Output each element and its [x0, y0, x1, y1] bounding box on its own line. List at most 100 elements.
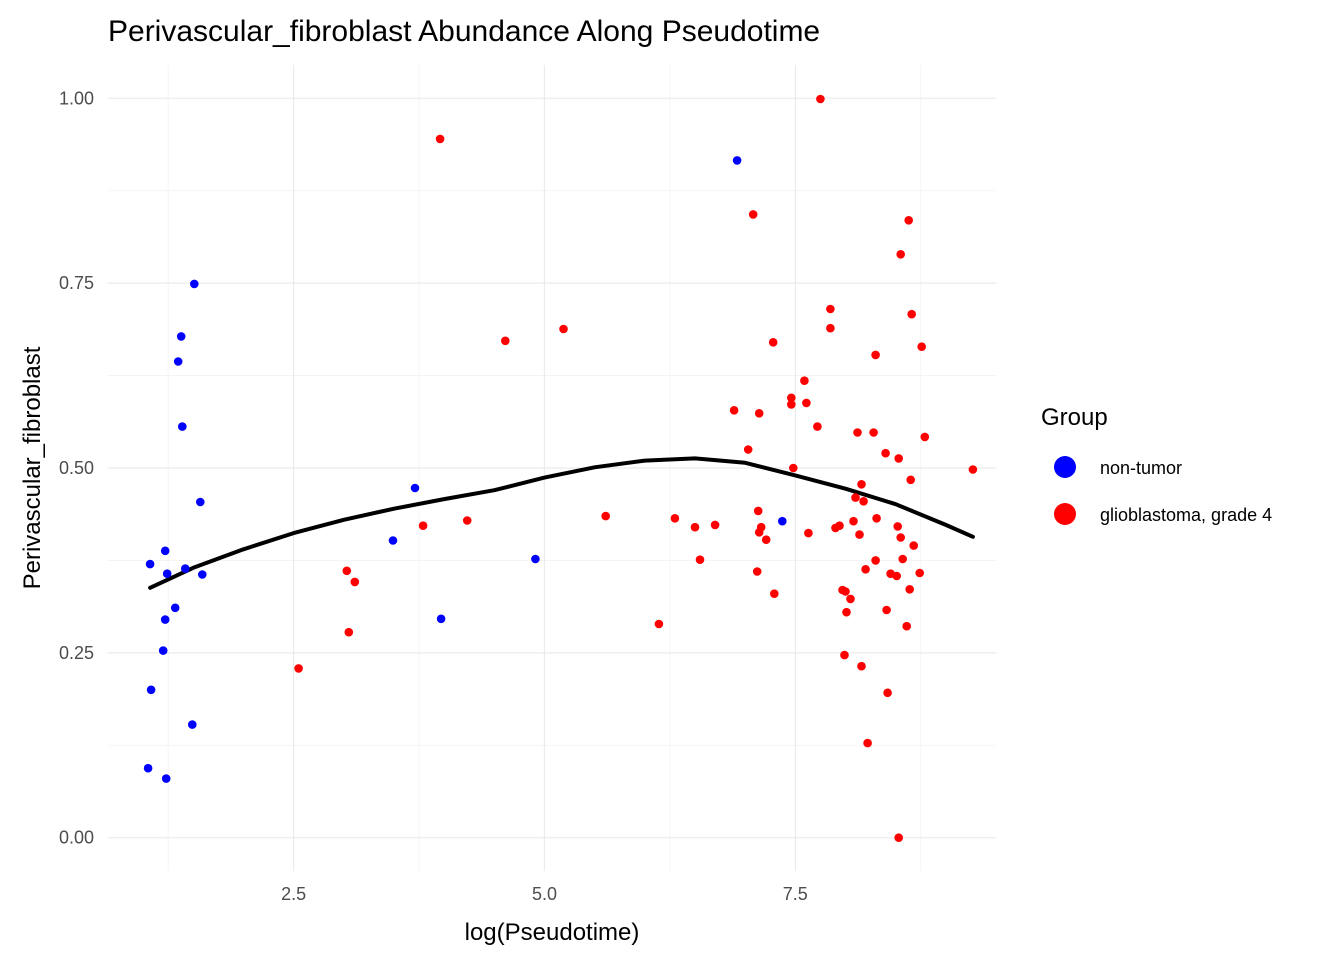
point-glioblastoma: [883, 688, 892, 698]
point-non-tumor: [436, 614, 446, 624]
point-non-tumor: [161, 774, 171, 783]
point-non-tumor: [173, 357, 183, 366]
point-glioblastoma: [851, 493, 860, 502]
point-non-tumor: [388, 536, 398, 545]
point-glioblastoma: [857, 480, 866, 489]
point-glioblastoma: [826, 323, 835, 333]
point-glioblastoma: [462, 516, 472, 525]
point-glioblastoma: [892, 571, 901, 581]
x-axis-title: log(Pseudotime): [465, 919, 640, 946]
point-glioblastoma: [743, 445, 753, 454]
point-glioblastoma: [501, 336, 510, 346]
point-glioblastoma: [294, 664, 303, 673]
point-glioblastoma: [841, 587, 850, 596]
legend-key-glioblastoma: [1054, 503, 1076, 525]
chart-title: Perivascular_fibroblast Abundance Along …: [108, 15, 820, 48]
point-glioblastoma: [871, 556, 880, 565]
point-glioblastoma: [906, 475, 915, 485]
point-non-tumor: [198, 570, 207, 579]
point-non-tumor: [146, 685, 156, 695]
point-glioblastoma: [902, 621, 911, 631]
legend-title: Group: [1041, 404, 1108, 431]
point-non-tumor: [158, 646, 168, 655]
point-glioblastoma: [813, 422, 822, 431]
point-glioblastoma: [857, 661, 866, 671]
point-non-tumor: [190, 279, 199, 289]
point-non-tumor: [176, 332, 186, 341]
point-glioblastoma: [907, 309, 916, 319]
point-glioblastoma: [840, 650, 849, 660]
x-tick-label: 7.5: [783, 884, 808, 904]
point-glioblastoma: [882, 605, 891, 615]
point-glioblastoma: [601, 511, 610, 521]
point-non-tumor: [188, 720, 197, 729]
point-glioblastoma: [710, 520, 720, 530]
point-glioblastoma: [752, 567, 762, 576]
point-glioblastoma: [787, 400, 796, 409]
point-non-tumor: [410, 483, 420, 493]
y-tick-label: 1.00: [59, 88, 94, 108]
x-tick-label: 5.0: [532, 884, 557, 904]
point-glioblastoma: [756, 522, 766, 532]
point-glioblastoma: [917, 342, 926, 352]
x-tick-label: 2.5: [281, 884, 306, 904]
point-glioblastoma: [690, 522, 700, 532]
point-glioblastoma: [861, 565, 870, 574]
point-glioblastoma: [894, 454, 903, 463]
point-glioblastoma: [968, 465, 978, 474]
point-glioblastoma: [896, 533, 905, 542]
point-glioblastoma: [915, 568, 924, 578]
point-glioblastoma: [729, 406, 739, 415]
point-glioblastoma: [846, 594, 855, 604]
point-glioblastoma: [881, 448, 890, 458]
point-non-tumor: [160, 615, 170, 624]
tick-labels: 2.5 5.0 7.5 0.00 0.25 0.50 0.75 1.00: [59, 88, 808, 904]
point-non-tumor: [732, 156, 742, 165]
point-glioblastoma: [835, 521, 844, 530]
point-glioblastoma: [342, 566, 352, 576]
y-tick-label: 0.50: [59, 458, 94, 478]
point-glioblastoma: [800, 376, 809, 386]
point-glioblastoma: [761, 535, 771, 544]
data-points: [143, 94, 978, 842]
point-glioblastoma: [896, 250, 905, 259]
point-glioblastoma: [905, 585, 914, 594]
point-glioblastoma: [872, 514, 881, 523]
point-glioblastoma: [787, 393, 796, 403]
legend-label-glioblastoma: glioblastoma, grade 4: [1100, 505, 1272, 525]
point-glioblastoma: [768, 338, 778, 347]
point-glioblastoma: [559, 324, 568, 334]
y-tick-label: 0.25: [59, 643, 94, 663]
point-glioblastoma: [909, 541, 918, 550]
legend: Group non-tumor glioblastoma, grade 4: [1041, 404, 1272, 525]
y-axis-title: Perivascular_fibroblast: [19, 346, 46, 589]
point-glioblastoma: [871, 350, 880, 360]
smooth-curve-layer: [148, 456, 975, 590]
point-glioblastoma: [789, 463, 798, 473]
point-glioblastoma: [753, 506, 763, 516]
point-non-tumor: [160, 546, 170, 556]
point-glioblastoma: [695, 555, 705, 564]
point-glioblastoma: [855, 530, 864, 539]
point-glioblastoma: [670, 514, 680, 523]
point-glioblastoma: [842, 607, 851, 617]
legend-key-non-tumor: [1054, 456, 1076, 478]
point-non-tumor: [145, 559, 155, 569]
point-glioblastoma: [748, 210, 758, 219]
point-non-tumor: [531, 554, 540, 564]
point-glioblastoma: [826, 304, 835, 314]
point-non-tumor: [162, 569, 172, 578]
point-glioblastoma: [770, 589, 779, 598]
point-glioblastoma: [863, 738, 872, 748]
point-glioblastoma: [853, 428, 862, 437]
point-glioblastoma: [654, 619, 664, 629]
point-glioblastoma: [344, 627, 354, 637]
point-non-tumor: [143, 763, 153, 773]
point-glioblastoma: [816, 94, 825, 104]
point-glioblastoma: [894, 833, 903, 842]
point-glioblastoma: [435, 134, 445, 144]
y-tick-label: 0.00: [59, 828, 94, 848]
y-tick-label: 0.75: [59, 273, 94, 293]
